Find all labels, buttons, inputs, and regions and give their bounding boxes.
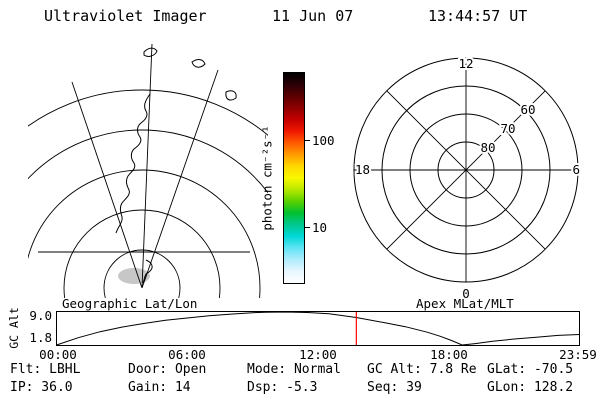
- map-dark-region: [118, 268, 150, 284]
- gc-alt-axis-label: GC Alt: [7, 307, 21, 349]
- status-mode: Mode: Normal: [247, 362, 341, 377]
- mlt-label-12: 12: [458, 56, 473, 71]
- status-glon: GLon: 128.2: [487, 380, 574, 395]
- mlt-label-6: 6: [572, 162, 580, 177]
- polar-plot-caption: Apex MLat/MLT: [416, 296, 514, 311]
- observation-date: 11 Jun 07: [272, 7, 354, 25]
- gc-alt-tick-top: 9.0: [29, 308, 52, 323]
- gc-alt-frame: [56, 311, 580, 346]
- geo-map: [28, 43, 268, 298]
- xtick-1200: 12:00: [299, 347, 337, 362]
- xtick-2359: 23:59: [559, 347, 597, 362]
- polar-plot: 60 70 80 12 18 6 0: [353, 54, 582, 302]
- mlat-label-80: 80: [480, 140, 495, 155]
- xtick-0000: 00:00: [39, 347, 77, 362]
- geo-graticule: [28, 43, 268, 298]
- geo-map-caption: Geographic Lat/Lon: [62, 296, 198, 311]
- colorbar-tick-100: 100: [312, 133, 335, 148]
- mlt-label-0: 0: [462, 286, 470, 301]
- status-gain: Gain: 14: [128, 380, 191, 395]
- colorbar-label: photon cm⁻²s⁻¹: [259, 125, 275, 231]
- xtick-0600: 06:00: [168, 347, 206, 362]
- status-door: Door: Open: [128, 362, 207, 377]
- polar-grid-spokes: [354, 58, 578, 282]
- gc-alt-strip: [56, 311, 580, 346]
- status-seq: Seq: 39: [367, 380, 422, 395]
- status-gc-alt: GC Alt: 7.8 Re: [367, 362, 477, 377]
- colorbar-tick-100-mark: [305, 140, 310, 141]
- status-dsp: Dsp: -5.3: [247, 380, 318, 395]
- status-ip: IP: 36.0: [10, 380, 73, 395]
- gc-alt-curve: [56, 311, 580, 346]
- colorbar: [283, 72, 305, 284]
- coastline: [115, 47, 237, 284]
- colorbar-tick-10: 10: [312, 220, 328, 235]
- mlt-label-18: 18: [355, 162, 370, 177]
- app-title: Ultraviolet Imager: [44, 7, 207, 25]
- xtick-1800: 18:00: [430, 347, 468, 362]
- observation-time: 13:44:57 UT: [428, 7, 528, 25]
- mlat-label-70: 70: [500, 121, 515, 136]
- mlat-label-60: 60: [520, 102, 535, 117]
- status-glat: GLat: -70.5: [487, 362, 574, 377]
- gc-alt-tick-bottom: 1.8: [29, 330, 52, 345]
- colorbar-gradient: [284, 73, 304, 283]
- status-flt: Flt: LBHL: [10, 362, 81, 377]
- colorbar-tick-10-mark: [305, 227, 310, 228]
